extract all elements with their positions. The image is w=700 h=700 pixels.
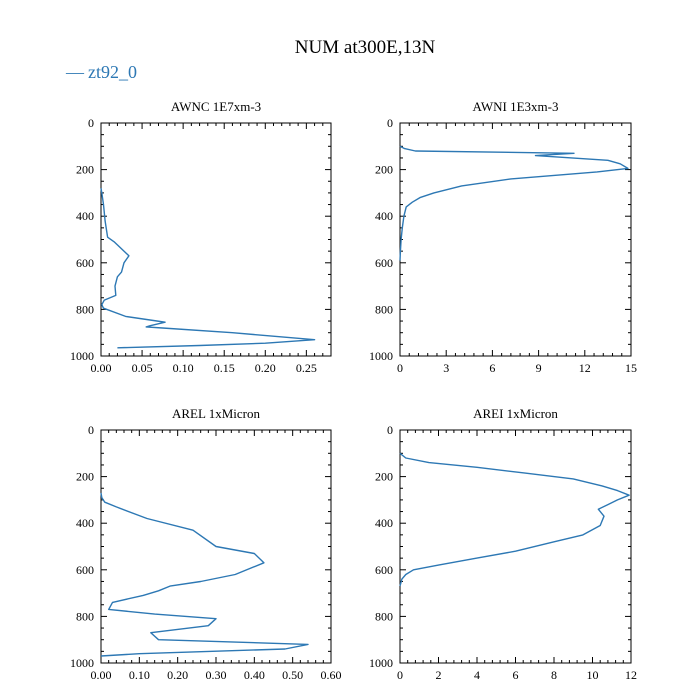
y-tick-label: 0: [88, 423, 94, 437]
y-tick-label: 1000: [70, 656, 94, 670]
x-tick-label: 0: [397, 668, 403, 682]
x-tick-label: 0.20: [255, 361, 276, 375]
legend-symbol: —: [65, 62, 85, 82]
x-tick-label: 4: [474, 668, 480, 682]
plot-frame-awnc: [100, 122, 332, 357]
plot-frame-awni: [399, 122, 632, 357]
y-tick-label: 200: [76, 470, 94, 484]
series-line-awni: [399, 145, 629, 261]
x-tick-label: 0.00: [91, 361, 112, 375]
x-tick-label: 0.10: [173, 361, 194, 375]
series-line-arel: [100, 492, 309, 657]
panel-title-arel: AREL 1xMicron: [172, 406, 260, 421]
x-tick-label: 12: [579, 361, 591, 375]
x-tick-label: 12: [625, 668, 637, 682]
y-tick-label: 200: [76, 163, 94, 177]
x-tick-label: 0.05: [132, 361, 153, 375]
y-tick-label: 600: [375, 256, 393, 270]
y-tick-label: 0: [387, 116, 393, 130]
y-tick-label: 400: [375, 209, 393, 223]
legend: — zt92_0: [65, 62, 137, 82]
series-line-arei: [399, 452, 630, 587]
y-tick-label: 200: [375, 163, 393, 177]
y-tick-label: 800: [375, 302, 393, 316]
x-tick-label: 15: [625, 361, 637, 375]
y-tick-label: 1000: [70, 349, 94, 363]
y-tick-label: 600: [76, 256, 94, 270]
y-tick-label: 600: [375, 563, 393, 577]
y-tick-label: 400: [76, 209, 94, 223]
x-tick-label: 0.15: [214, 361, 235, 375]
panel-title-awni: AWNI 1E3xm-3: [473, 99, 559, 114]
x-tick-label: 8: [551, 668, 557, 682]
x-tick-label: 0.60: [321, 668, 342, 682]
y-tick-label: 800: [375, 609, 393, 623]
x-tick-label: 0.10: [129, 668, 150, 682]
y-tick-label: 800: [76, 609, 94, 623]
panel-arei: AREI 1xMicron 0 200 400 600 800 1000 0 2 4 6 8 10 12: [369, 406, 637, 682]
y-tick-label: 200: [375, 470, 393, 484]
x-tick-label: 2: [436, 668, 442, 682]
x-tick-label: 6: [513, 668, 519, 682]
y-tick-label: 400: [76, 516, 94, 530]
x-tick-label: 9: [536, 361, 542, 375]
y-tick-label: 400: [375, 516, 393, 530]
x-tick-label: 0.00: [91, 668, 112, 682]
y-tick-label: 800: [76, 302, 94, 316]
panel-title-awnc: AWNC 1E7xm-3: [171, 99, 261, 114]
y-tick-label: 0: [387, 423, 393, 437]
x-tick-label: 0: [397, 361, 403, 375]
panel-awni: AWNI 1E3xm-3 0 200 400 600 800 1000 0 3 6 9 12 15: [369, 99, 637, 375]
y-tick-label: 0: [88, 116, 94, 130]
x-tick-label: 0.20: [167, 668, 188, 682]
x-tick-label: 0.25: [296, 361, 317, 375]
panel-title-arei: AREI 1xMicron: [473, 406, 558, 421]
legend-label: zt92_0: [88, 62, 137, 82]
y-tick-label: 1000: [369, 656, 393, 670]
plot-frame-arei: [399, 429, 632, 664]
x-tick-label: 0.30: [206, 668, 227, 682]
x-tick-label: 3: [443, 361, 449, 375]
figure-title: NUM at300E,13N: [295, 37, 436, 58]
x-tick-label: 6: [489, 361, 495, 375]
y-tick-label: 1000: [369, 349, 393, 363]
x-tick-label: 0.50: [282, 668, 303, 682]
x-tick-label: 0.40: [244, 668, 265, 682]
x-tick-label: 10: [587, 668, 599, 682]
series-line-awnc: [100, 188, 316, 349]
y-tick-label: 600: [76, 563, 94, 577]
